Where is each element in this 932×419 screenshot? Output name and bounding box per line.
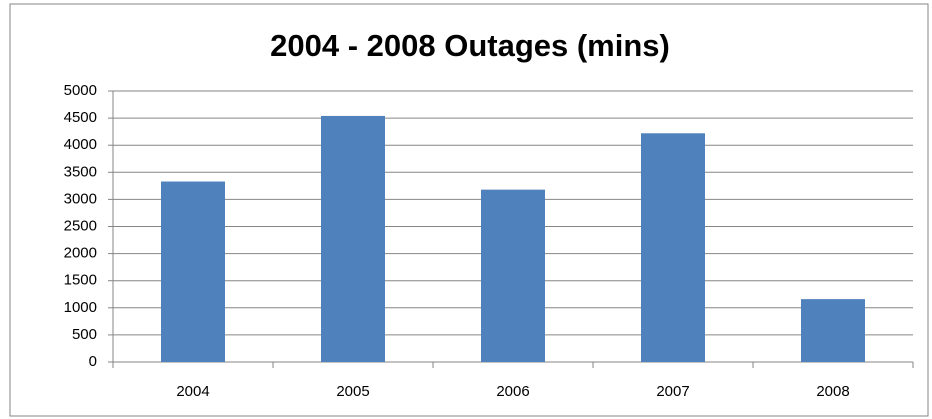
bar: [161, 181, 225, 362]
y-tick-label: 2000: [64, 245, 97, 262]
bar: [801, 299, 865, 362]
y-tick-label: 3000: [64, 190, 97, 207]
x-tick-label: 2007: [656, 383, 689, 400]
y-tick-label: 5000: [64, 82, 97, 99]
x-tick-label: 2005: [336, 383, 369, 400]
x-tick-label: 2008: [816, 383, 849, 400]
y-tick-label: 4000: [64, 136, 97, 153]
bar: [641, 133, 705, 362]
y-tick-label: 500: [72, 326, 97, 343]
y-tick-label: 1500: [64, 272, 97, 289]
x-tick-label: 2006: [496, 383, 529, 400]
bar: [321, 115, 385, 362]
x-tick-label: 2004: [176, 383, 209, 400]
y-tick-label: 2500: [64, 217, 97, 234]
chart-frame: [9, 3, 929, 417]
y-tick-label: 0: [89, 353, 97, 370]
y-tick-label: 1000: [64, 299, 97, 316]
bar: [481, 189, 545, 362]
chart-title: 2004 - 2008 Outages (mins): [270, 28, 670, 63]
y-tick-label: 4500: [64, 109, 97, 126]
y-tick-label: 3500: [64, 163, 97, 180]
